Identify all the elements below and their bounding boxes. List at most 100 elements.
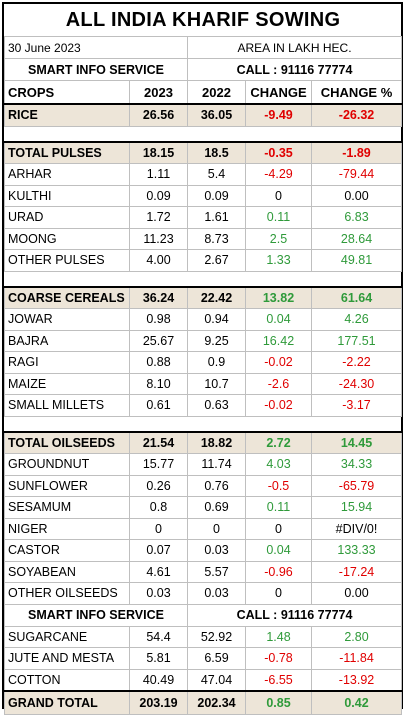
- cell-change: 16.42: [245, 329, 312, 352]
- cell-change-pct: -26.32: [310, 103, 403, 127]
- cell-change-pct: 15.94: [310, 496, 403, 519]
- row-rice: RICE 26.56 36.05 -9.49 -26.32: [4, 103, 403, 127]
- table-row: CASTOR 0.07 0.03 0.04 133.33: [4, 539, 403, 562]
- cell-change: 13.82: [245, 285, 312, 309]
- cell-crop: SUNFLOWER: [4, 474, 130, 497]
- spacer-cell: [4, 415, 402, 432]
- cell-crop: SMALL MILLETS: [4, 394, 130, 417]
- table-row: RAGI 0.88 0.9 -0.02 -2.22: [4, 351, 403, 374]
- service-name: SMART INFO SERVICE: [4, 603, 188, 627]
- cell-crop: MAIZE: [4, 372, 130, 395]
- table-row: SOYABEAN 4.61 5.57 -0.96 -17.24: [4, 560, 403, 583]
- page-title: ALL INDIA KHARIF SOWING: [4, 4, 402, 37]
- cell-change-pct: 49.81: [310, 249, 403, 272]
- cell-y2022: 10.7: [187, 372, 246, 395]
- cell-y2023: 5.81: [129, 647, 188, 670]
- cell-y2022: 0.69: [187, 496, 246, 519]
- cell-change: 0: [245, 184, 312, 207]
- cell-y2023: 203.19: [129, 690, 188, 715]
- cell-y2022: 36.05: [187, 103, 246, 127]
- cell-change: 0.85: [245, 690, 312, 715]
- cell-change-pct: -17.24: [310, 560, 403, 583]
- table-row: JOWAR 0.98 0.94 0.04 4.26: [4, 308, 403, 331]
- cell-change: -2.6: [245, 372, 312, 395]
- cell-change: 0.11: [245, 206, 312, 229]
- cell-crop: RAGI: [4, 351, 130, 374]
- cell-y2023: 4.61: [129, 560, 188, 583]
- cell-change: -0.35: [245, 140, 312, 164]
- cell-y2023: 0.8: [129, 496, 188, 519]
- cell-change-pct: 34.33: [310, 453, 403, 476]
- cell-change-pct: -3.17: [310, 394, 403, 417]
- cell-crop: OTHER PULSES: [4, 249, 130, 272]
- cell-change: 0.04: [245, 308, 312, 331]
- cell-y2023: 0.03: [129, 582, 188, 605]
- cell-y2022: 0: [187, 517, 246, 540]
- cell-y2022: 52.92: [187, 625, 246, 648]
- cell-crop: GROUNDNUT: [4, 453, 130, 476]
- cell-change-pct: #DIV/0!: [310, 517, 403, 540]
- cell-y2022: 18.82: [187, 430, 246, 454]
- header-2023: 2023: [129, 80, 188, 105]
- cell-crop: BAJRA: [4, 329, 130, 352]
- cell-change-pct: -11.84: [310, 647, 403, 670]
- header-change-pct: CHANGE %: [310, 80, 403, 105]
- table-row: MAIZE 8.10 10.7 -2.6 -24.30: [4, 372, 403, 395]
- cell-crop: COARSE CEREALS: [4, 285, 130, 309]
- cell-change-pct: 4.26: [310, 308, 403, 331]
- cell-change: 2.5: [245, 227, 312, 250]
- cell-y2022: 6.59: [187, 647, 246, 670]
- table-row: URAD 1.72 1.61 0.11 6.83: [4, 206, 403, 229]
- cell-change: 0.04: [245, 539, 312, 562]
- cell-y2023: 1.72: [129, 206, 188, 229]
- cell-crop: MOONG: [4, 227, 130, 250]
- cell-change-pct: 6.83: [310, 206, 403, 229]
- cell-crop: JUTE AND MESTA: [4, 647, 130, 670]
- cell-change-pct: 28.64: [310, 227, 403, 250]
- cell-crop: GRAND TOTAL: [4, 690, 130, 715]
- cell-y2023: 1.11: [129, 163, 188, 186]
- cell-y2023: 54.4: [129, 625, 188, 648]
- cell-y2022: 1.61: [187, 206, 246, 229]
- spacer-row: [4, 415, 402, 432]
- cell-y2023: 4.00: [129, 249, 188, 272]
- service-name: SMART INFO SERVICE: [4, 58, 188, 81]
- cell-y2023: 40.49: [129, 668, 188, 692]
- cell-crop: OTHER OILSEEDS: [4, 582, 130, 605]
- header-2022: 2022: [187, 80, 246, 105]
- cell-y2023: 0.09: [129, 184, 188, 207]
- cell-crop: JOWAR: [4, 308, 130, 331]
- service-info-row: SMART INFO SERVICE CALL : 91116 77774: [4, 603, 403, 627]
- cell-change-pct: 14.45: [310, 430, 403, 454]
- cell-change-pct: -79.44: [310, 163, 403, 186]
- table-row: NIGER 0 0 0 #DIV/0!: [4, 517, 403, 540]
- row-total-oilseeds: TOTAL OILSEEDS 21.54 18.82 2.72 14.45: [4, 430, 403, 454]
- sowing-table: ALL INDIA KHARIF SOWING 30 June 2023 ARE…: [4, 4, 403, 715]
- cell-y2022: 9.25: [187, 329, 246, 352]
- cell-y2023: 15.77: [129, 453, 188, 476]
- spacer-cell: [4, 125, 402, 142]
- spacer-row: [4, 125, 402, 142]
- cell-y2023: 11.23: [129, 227, 188, 250]
- row-grand-total: GRAND TOTAL 203.19 202.34 0.85 0.42: [4, 690, 403, 715]
- cell-change-pct: 133.33: [310, 539, 403, 562]
- cell-crop: URAD: [4, 206, 130, 229]
- cell-crop: RICE: [4, 103, 130, 127]
- cell-change-pct: 61.64: [310, 285, 403, 309]
- cell-y2022: 0.63: [187, 394, 246, 417]
- cell-crop: CASTOR: [4, 539, 130, 562]
- cell-change-pct: -2.22: [310, 351, 403, 374]
- cell-y2022: 8.73: [187, 227, 246, 250]
- cell-change: 0: [245, 517, 312, 540]
- cell-y2022: 0.94: [187, 308, 246, 331]
- cell-change-pct: -13.92: [310, 668, 403, 692]
- cell-change: 4.03: [245, 453, 312, 476]
- cell-change: -0.78: [245, 647, 312, 670]
- cell-crop: ARHAR: [4, 163, 130, 186]
- cell-crop: COTTON: [4, 668, 130, 692]
- cell-y2023: 0.61: [129, 394, 188, 417]
- cell-y2023: 0: [129, 517, 188, 540]
- cell-y2023: 0.88: [129, 351, 188, 374]
- cell-crop: SOYABEAN: [4, 560, 130, 583]
